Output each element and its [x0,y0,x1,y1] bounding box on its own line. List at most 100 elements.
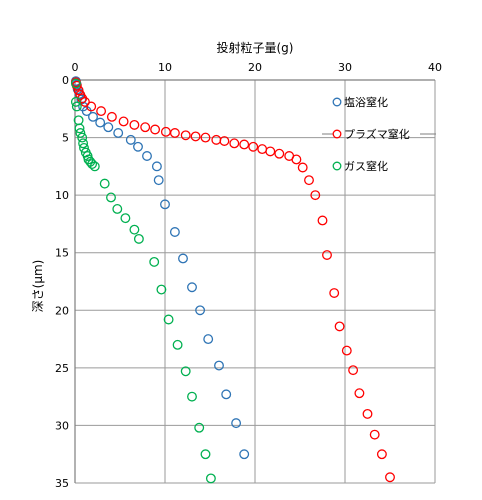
data-point [187,391,197,402]
data-point [203,334,214,345]
data-point [163,314,174,325]
data-point [151,161,162,172]
data-point [317,215,328,226]
data-point [156,284,167,295]
series-3 [70,78,216,484]
data-point [153,175,164,186]
data-point [229,138,240,149]
data-point [118,116,129,127]
data-point [74,123,85,134]
y-tick-label: 15 [55,247,69,260]
data-point [79,142,89,153]
data-point [129,119,140,130]
data-point [180,130,191,141]
legend-label: プラズマ窒化 [344,127,410,141]
data-point [86,101,97,112]
grid-lines [75,80,436,484]
data-point [200,132,211,143]
y-tick-label: 0 [62,74,69,87]
data-point [274,148,285,159]
data-point [113,128,124,138]
data-point [99,178,110,189]
data-point [70,96,81,107]
y-tick-label: 10 [55,189,69,202]
y-axis-label: 深さ(μm) [31,260,45,313]
data-point [160,199,170,210]
data-point [354,388,365,399]
data-point [180,366,191,377]
data-point [125,134,136,145]
x-tick-label: 30 [338,61,352,74]
legend-marker [332,129,342,139]
data-point [248,141,259,152]
data-point [133,233,144,244]
y-tick-label: 20 [55,304,69,317]
data-point [219,136,230,146]
x-tick-label: 10 [158,61,172,74]
data-point [87,159,98,170]
y-tick-label: 30 [55,419,69,432]
data-point [291,154,302,165]
legend-marker [332,97,342,107]
data-point [205,473,216,484]
data-point [75,128,86,138]
data-point [194,422,205,433]
data-point [322,250,332,260]
data-point [77,132,88,143]
data-point [149,256,160,267]
data-point [169,128,180,138]
x-axis-label: 投射粒子量(g) [217,40,294,55]
data-point [195,305,206,316]
data-point [348,365,359,376]
x-tick-label: 20 [248,61,262,74]
data-point [334,321,345,332]
legend-marker [332,161,342,171]
data-point [78,138,89,149]
data-point [385,472,395,483]
axis-lines [74,79,435,483]
data-point [239,449,250,460]
data-point [150,124,161,135]
data-point [310,190,321,201]
data-point [369,429,380,440]
y-tick-label: 35 [55,477,69,490]
data-point [297,162,308,173]
data-point [88,111,98,122]
data-point [304,175,314,186]
data-point [231,418,242,429]
data-point [106,192,116,203]
data-point [70,78,81,89]
data-point [129,224,140,235]
tick-labels: 0 10 20 30 40 0 5 10 15 20 25 30 35 [55,61,442,490]
data-point [265,146,276,157]
series-2 [70,77,395,483]
data-point [190,131,201,142]
data-point [140,122,151,133]
data-point [172,339,183,350]
y-tick-label: 5 [62,132,69,145]
data-point [112,204,123,214]
data-point [103,122,114,133]
legend-label: 塩浴窒化 [344,95,388,109]
legend-label: ガス窒化 [344,159,388,173]
data-point [142,151,152,161]
x-tick-label: 0 [72,61,79,74]
data-point [341,345,352,356]
y-tick-label: 25 [55,362,69,375]
data-point [329,288,340,298]
data-point [200,449,211,460]
data-point [95,117,106,128]
data-point [89,161,100,172]
data-point [106,111,117,122]
series-layer [70,76,395,484]
data-point [239,139,250,150]
data-point [178,253,188,264]
data-point [133,141,143,152]
data-point [214,360,224,371]
x-tick-label: 40 [428,61,442,74]
data-point [73,85,84,96]
data-point [376,449,387,460]
data-point [221,389,232,400]
